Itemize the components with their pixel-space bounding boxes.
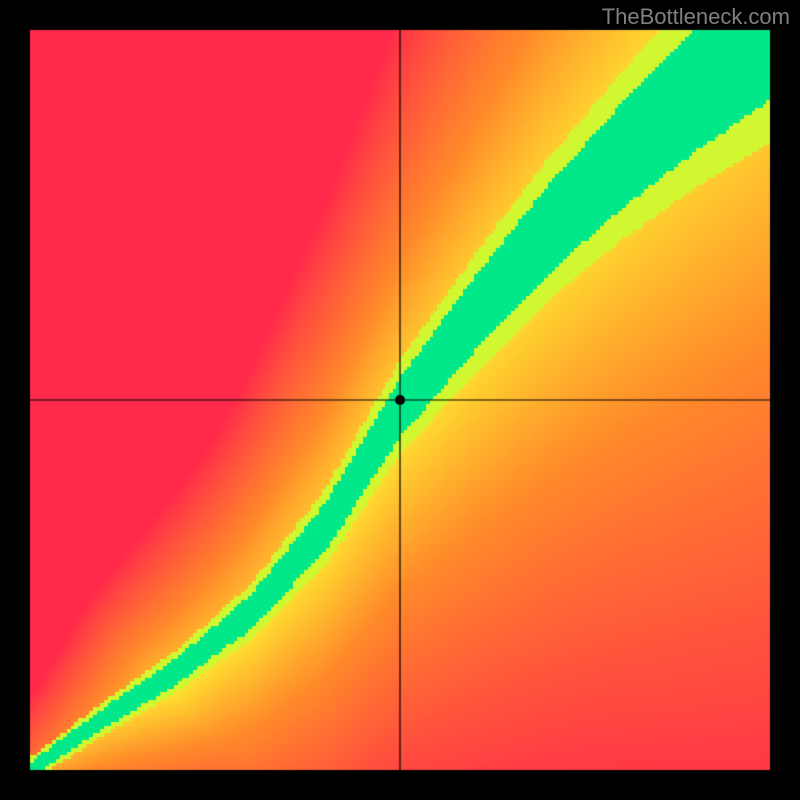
attribution-label: TheBottleneck.com: [602, 4, 790, 30]
chart-container: TheBottleneck.com: [0, 0, 800, 800]
bottleneck-heatmap: [0, 0, 800, 800]
